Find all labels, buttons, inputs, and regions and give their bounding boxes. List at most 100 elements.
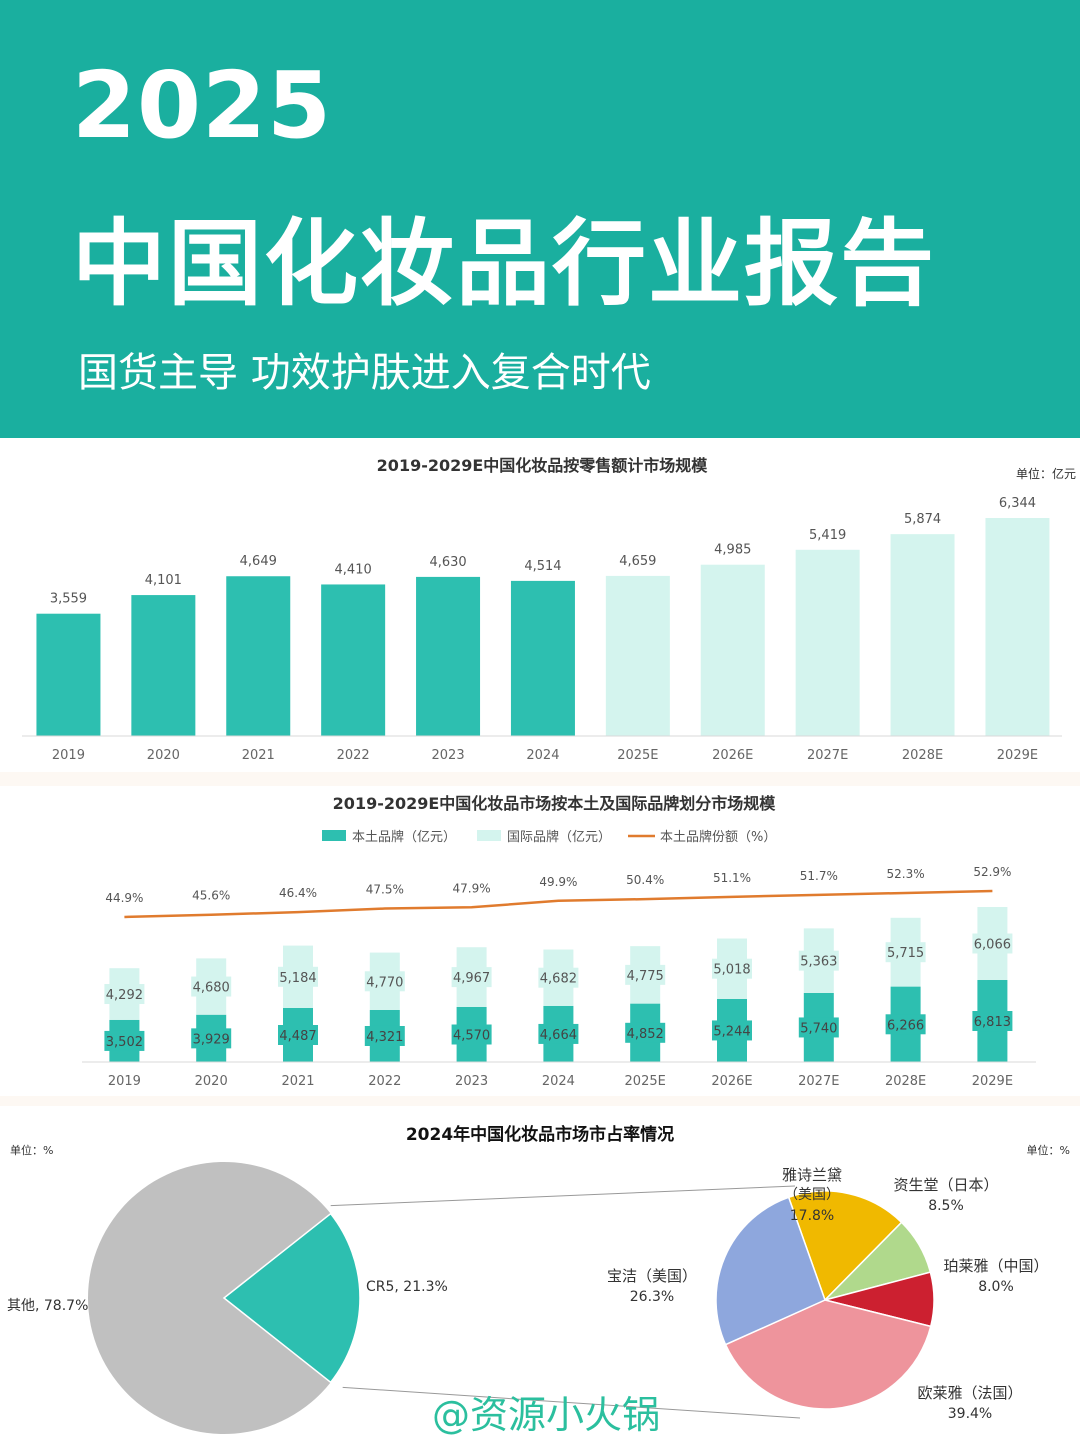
bar-2020 bbox=[131, 595, 196, 736]
connector-line-bottom bbox=[342, 1386, 801, 1419]
x-tick-label: 2026E bbox=[712, 748, 753, 763]
international-label-bg bbox=[104, 984, 145, 1005]
bar-value-label: 3,559 bbox=[50, 592, 87, 607]
bar-2029E bbox=[985, 518, 1050, 736]
report-title: 中国化妆品行业报告 bbox=[72, 210, 937, 319]
sub-pie-label: 雅诗兰黛 bbox=[782, 1166, 842, 1184]
international-value-label: 5,715 bbox=[887, 946, 924, 961]
international-value-label: 5,184 bbox=[279, 971, 316, 986]
x-tick-label: 2023 bbox=[455, 1074, 488, 1089]
chart3-title: 2024年中国化妆品市场市占率情况 bbox=[406, 1124, 674, 1145]
x-tick-label: 2020 bbox=[195, 1074, 228, 1089]
international-value-label: 4,967 bbox=[453, 971, 490, 986]
international-value-label: 4,682 bbox=[540, 972, 577, 987]
sub-pie-value: 8.5% bbox=[928, 1198, 964, 1214]
bar-2021 bbox=[226, 576, 291, 736]
chart3-unit-left: 单位：% bbox=[10, 1143, 53, 1157]
pie-label-cr5: CR5, 21.3% bbox=[366, 1279, 448, 1295]
market-share-pie-chart: 2024年中国化妆品市场市占率情况 单位：% 单位：% 其他, 78.7% CR5… bbox=[7, 1124, 1070, 1434]
share-value-label: 47.5% bbox=[366, 883, 404, 897]
x-tick-label: 2021 bbox=[242, 748, 275, 763]
bar-2019 bbox=[36, 613, 101, 736]
connector-line-top bbox=[330, 1185, 796, 1207]
domestic-label-bg bbox=[538, 1023, 579, 1044]
bar-2023 bbox=[416, 576, 481, 736]
share-value-label: 44.9% bbox=[105, 891, 143, 905]
sub-pie-slice bbox=[715, 1196, 826, 1346]
domestic-label-bg bbox=[104, 1030, 145, 1051]
international-value-label: 4,775 bbox=[627, 969, 664, 984]
domestic-value-label: 4,664 bbox=[540, 1028, 577, 1043]
international-label-bg bbox=[364, 971, 405, 992]
international-value-label: 4,770 bbox=[366, 975, 403, 990]
bar-value-label: 4,649 bbox=[240, 554, 277, 569]
domestic-label-bg bbox=[972, 1011, 1013, 1032]
x-tick-label: 2025E bbox=[617, 748, 658, 763]
sub-pie-value: 26.3% bbox=[630, 1289, 674, 1305]
domestic-value-label: 3,502 bbox=[106, 1035, 143, 1050]
sub-pie-label: 欧莱雅（法国） bbox=[917, 1384, 1022, 1402]
pie-slice-others bbox=[88, 1162, 331, 1434]
x-tick-label: 2023 bbox=[432, 748, 465, 763]
bar-value-label: 4,101 bbox=[145, 573, 182, 588]
share-value-label: 51.1% bbox=[713, 871, 751, 885]
x-tick-label: 2024 bbox=[542, 1074, 575, 1089]
share-value-label: 47.9% bbox=[453, 881, 491, 895]
sub-pie-label: 宝洁（美国） bbox=[607, 1267, 697, 1285]
chart1-unit: 单位：亿元 bbox=[1016, 466, 1076, 481]
bar-value-label: 4,514 bbox=[524, 559, 561, 574]
chart3-unit-right: 单位：% bbox=[1027, 1143, 1070, 1157]
domestic-value-label: 4,487 bbox=[279, 1029, 316, 1044]
domestic-label-bg bbox=[364, 1025, 405, 1046]
chart1-title: 2019-2029E中国化妆品按零售额计市场规模 bbox=[377, 456, 709, 475]
international-label-bg bbox=[885, 942, 926, 963]
bar-2027E bbox=[795, 549, 860, 736]
pie-label-others: 其他, 78.7% bbox=[7, 1298, 88, 1314]
international-label-bg bbox=[625, 964, 666, 985]
x-tick-label: 2027E bbox=[807, 748, 848, 763]
legend-label-international: 国际品牌（亿元） bbox=[507, 829, 611, 845]
international-label-bg bbox=[451, 967, 492, 988]
domestic-value-label: 4,570 bbox=[453, 1028, 490, 1043]
x-tick-label: 2028E bbox=[902, 748, 943, 763]
domestic-label-bg bbox=[278, 1024, 318, 1045]
watermark-text: @资源小火锅 bbox=[432, 1393, 661, 1437]
x-tick-label: 2020 bbox=[147, 748, 180, 763]
share-value-label: 52.9% bbox=[973, 865, 1011, 879]
share-value-label: 52.3% bbox=[887, 867, 925, 881]
bar-2028E bbox=[890, 534, 955, 736]
bar-value-label: 4,410 bbox=[335, 562, 372, 577]
domestic-label-bg bbox=[798, 1017, 839, 1038]
x-tick-label: 2022 bbox=[368, 1074, 401, 1089]
x-tick-label: 2019 bbox=[52, 748, 85, 763]
domestic-value-label: 4,321 bbox=[366, 1030, 403, 1045]
international-value-label: 4,680 bbox=[193, 981, 230, 996]
bar-value-label: 6,344 bbox=[999, 496, 1036, 511]
bar-2024 bbox=[510, 580, 575, 736]
share-value-label: 50.4% bbox=[626, 873, 664, 887]
domestic-value-label: 6,813 bbox=[974, 1015, 1011, 1030]
international-label-bg bbox=[798, 950, 839, 971]
sub-pie-slice bbox=[787, 1190, 903, 1302]
pie-slice-cr5 bbox=[222, 1212, 361, 1384]
sub-pie-value: 8.0% bbox=[978, 1279, 1014, 1295]
x-tick-label: 2019 bbox=[108, 1074, 141, 1089]
legend-swatch-international bbox=[477, 830, 501, 841]
domestic-label-bg bbox=[712, 1020, 752, 1041]
international-value-label: 4,292 bbox=[106, 988, 143, 1003]
sub-pie-label: 资生堂（日本） bbox=[893, 1176, 998, 1194]
bar-value-label: 5,419 bbox=[809, 528, 846, 543]
domestic-label-bg bbox=[885, 1014, 926, 1035]
x-tick-label: 2022 bbox=[337, 748, 370, 763]
domestic-value-label: 5,740 bbox=[800, 1021, 837, 1036]
international-value-label: 5,018 bbox=[713, 963, 750, 978]
legend-label-domestic: 本土品牌（亿元） bbox=[352, 829, 456, 845]
chart2-title: 2019-2029E中国化妆品市场按本土及国际品牌划分市场规模 bbox=[333, 794, 777, 813]
domestic-value-label: 5,244 bbox=[713, 1024, 750, 1039]
sub-pie-label: 珀莱雅（中国） bbox=[943, 1257, 1048, 1275]
share-value-label: 49.9% bbox=[539, 875, 577, 889]
domestic-label-bg bbox=[191, 1028, 232, 1049]
international-label-bg bbox=[712, 958, 752, 979]
share-value-label: 45.6% bbox=[192, 889, 230, 903]
x-tick-label: 2024 bbox=[526, 748, 559, 763]
